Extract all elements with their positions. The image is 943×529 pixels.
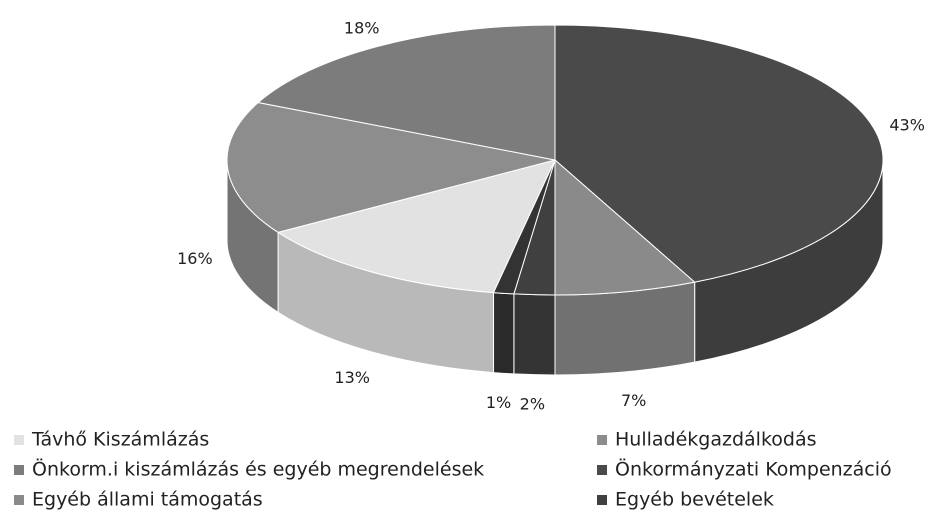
legend-swatch (597, 495, 607, 505)
slice (257, 24, 556, 161)
data-label: 16% (177, 249, 213, 268)
legend-swatch (597, 465, 607, 475)
slice-side (513, 293, 556, 376)
slice (492, 159, 556, 295)
data-label: 18% (344, 18, 380, 37)
legend-swatch (597, 435, 607, 445)
legend-label: Egyéb állami támogatás (32, 489, 263, 511)
data-label: 2% (520, 394, 545, 413)
data-label: 13% (334, 368, 370, 387)
data-label: 7% (621, 391, 646, 410)
legend-label: Önkorm.i kiszámlázás és egyéb megrendelé… (32, 458, 484, 481)
legend-label: Távhő Kiszámlázás (31, 429, 209, 451)
legend-swatch (14, 495, 24, 505)
legend-label: Önkormányzati Kompenzáció (615, 458, 892, 481)
legend-label: Egyéb bevételek (615, 489, 774, 511)
slice (554, 24, 884, 283)
data-label: 1% (486, 393, 511, 412)
slice (554, 158, 696, 296)
slice-side (554, 281, 696, 376)
slice (276, 159, 556, 294)
data-label: 43% (889, 116, 925, 135)
slice-side (493, 292, 515, 375)
legend-label: Hulladékgazdálkodás (615, 429, 817, 451)
legend-swatch (14, 465, 24, 475)
legend-swatch (14, 435, 24, 445)
slice (226, 101, 556, 233)
